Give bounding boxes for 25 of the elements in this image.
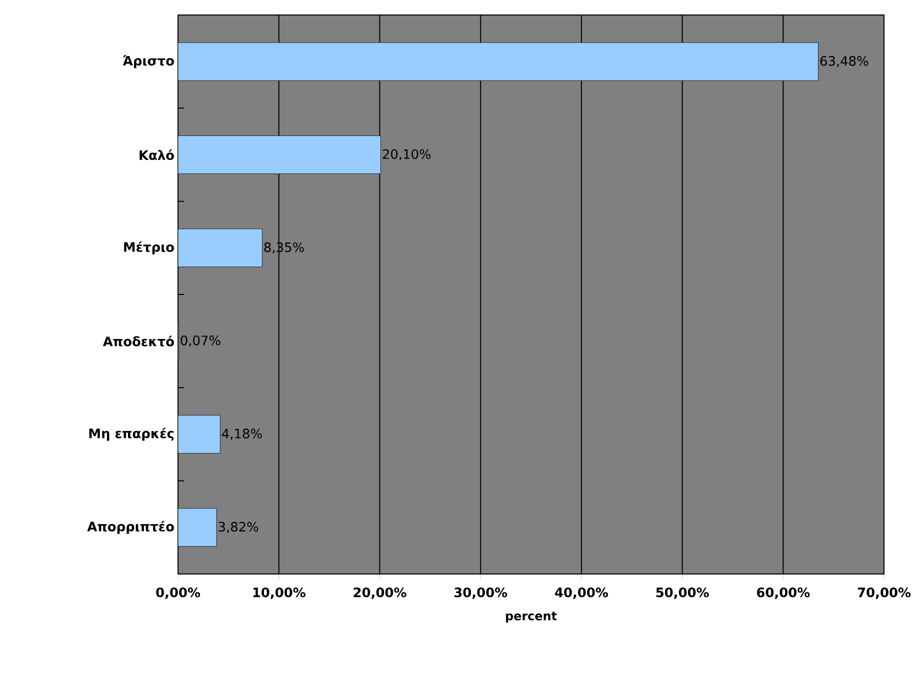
data-label: 0,07% — [180, 336, 220, 347]
bar — [178, 42, 818, 81]
x-tick-label: 0,00% — [156, 588, 200, 599]
data-label: 63,48% — [820, 56, 868, 68]
y-tick-label: Καλό — [140, 149, 174, 160]
data-label: 4,18% — [222, 428, 262, 440]
y-tick-label: Απορριπτέο — [87, 520, 174, 534]
x-axis-title: percent — [506, 612, 557, 623]
x-tick-label: 70,00% — [858, 588, 911, 599]
data-label: 3,82% — [218, 522, 258, 533]
x-tick-label: 40,00% — [555, 588, 608, 599]
y-tick-label: Μη επαρκές — [89, 428, 174, 441]
bar — [178, 136, 381, 174]
bar — [178, 415, 220, 454]
x-tick-label: 20,00% — [354, 588, 406, 599]
bar — [178, 508, 217, 547]
x-tick-label: 10,00% — [253, 588, 306, 599]
bar — [178, 228, 262, 268]
x-tick-label: 30,00% — [454, 588, 508, 599]
y-tick-label: Μέτριο — [124, 241, 174, 254]
y-tick-label: Άριστο — [122, 55, 174, 68]
y-tick-label: Αποδεκτό — [102, 336, 174, 346]
x-tick-label: 50,00% — [656, 588, 709, 599]
data-label: 20,10% — [382, 149, 431, 160]
x-tick-label: 60,00% — [756, 588, 810, 599]
